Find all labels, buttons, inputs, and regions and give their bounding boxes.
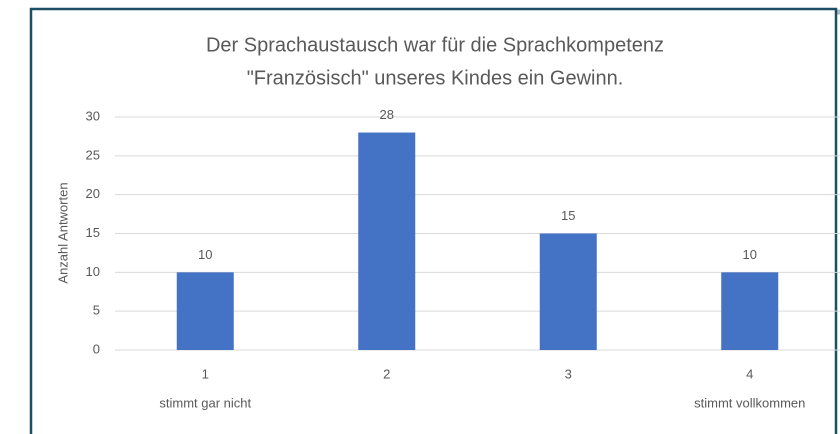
y-tick-label: 30 bbox=[86, 108, 100, 123]
data-label: 28 bbox=[380, 107, 394, 122]
bar bbox=[176, 272, 234, 350]
data-label: 10 bbox=[198, 247, 212, 262]
x-tick-sublabel: stimmt vollkommen bbox=[694, 395, 805, 410]
x-tick-label: 2 bbox=[383, 366, 390, 381]
bar bbox=[358, 132, 416, 350]
x-tick-sublabel: stimmt gar nicht bbox=[159, 395, 251, 410]
frame bbox=[29, 7, 838, 434]
y-tick-label: 20 bbox=[86, 186, 100, 201]
chart-title: "Französisch" unseres Kindes ein Gewinn. bbox=[247, 67, 624, 89]
y-tick-label: 10 bbox=[86, 264, 100, 279]
x-tick-label: 1 bbox=[202, 366, 209, 381]
y-tick-label: 15 bbox=[86, 225, 100, 240]
x-tick-label: 4 bbox=[746, 366, 753, 381]
y-tick-label: 25 bbox=[86, 147, 100, 162]
chart-title: Der Sprachaustausch war für die Sprachko… bbox=[206, 34, 664, 56]
data-label: 10 bbox=[743, 247, 757, 262]
x-tick-label: 3 bbox=[565, 366, 572, 381]
y-tick-label: 5 bbox=[93, 303, 100, 318]
y-axis-label: Anzahl Antworten bbox=[55, 182, 70, 283]
bar bbox=[539, 233, 597, 350]
data-label: 15 bbox=[561, 208, 575, 223]
y-tick-label: 0 bbox=[93, 341, 100, 356]
bar bbox=[721, 272, 779, 350]
